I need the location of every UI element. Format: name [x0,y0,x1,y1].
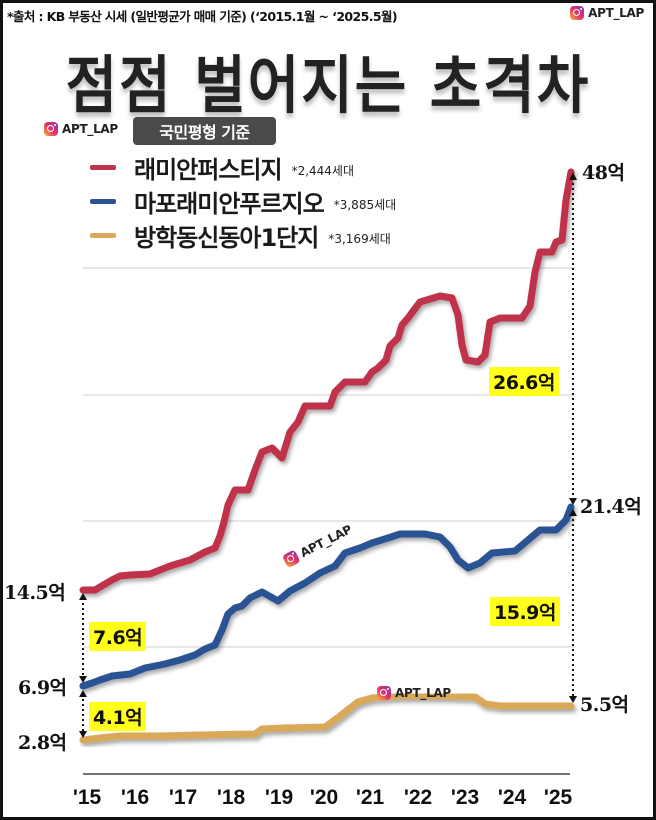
x-tick-label: '24 [497,786,527,809]
gap-label-start-bottom: 4.1억 [89,702,147,731]
page-title: 점점 벌어지는 초격차 [65,49,591,123]
gridlines [83,267,575,648]
legend-swatch-blue [90,198,116,204]
chart-legend: 래미안퍼스티지 *2,444세대 마포래미안푸르지오 *3,885세대 방학동신… [90,150,396,252]
x-tick-label: '17 [168,786,198,809]
brand-label: APT_LAP [395,686,451,700]
x-tick-label: '23 [450,786,480,809]
gap-label-end-bottom: 15.9억 [490,597,560,626]
legend-note: *3,885세대 [333,197,397,212]
legend-note: *2,444세대 [291,163,354,178]
end-value-red: 48억 [582,162,625,184]
brand-watermark-top: APT_LAP [570,6,644,20]
brand-label: APT_LAP [62,122,118,136]
x-tick-label: '21 [355,786,385,809]
brand-label: APT_LAP [588,6,644,20]
source-note: *출처 : KB 부동산 시세 (일반평균가 매매 기준) (‘2015.1월 … [7,9,398,24]
legend-label: 마포래미안푸르지오 [134,189,325,218]
end-value-blue: 21.4억 [580,496,642,518]
gap-label-start-top: 7.6억 [89,622,147,651]
instagram-icon [377,686,391,700]
legend-item-banghak-shindonga: 방학동신동아1단지 *3,169세대 [90,218,396,252]
x-axis-labels: '15 '16 '17 '18 '19 '20 '21 '22 '23 '24 … [0,786,656,816]
x-tick-label: '22 [403,786,433,809]
x-tick-label: '20 [309,786,339,809]
start-value-blue: 6.9억 [18,677,67,699]
end-arrowheads [569,172,577,703]
x-tick-label: '15 [72,786,102,809]
start-arrowheads [79,593,87,738]
x-tick-label: '19 [264,786,294,809]
legend-label: 방학동신동아1단지 [134,223,319,252]
instagram-icon [44,122,58,136]
series-line-banghak-shindonga [79,692,575,744]
gap-label-end-top: 26.6억 [489,367,559,396]
instagram-icon [570,6,585,20]
series-line-raemian-firstige [79,168,575,594]
x-tick-label: '25 [543,786,573,809]
legend-swatch-red [90,164,116,170]
basis-badge: 국민평형 기준 [133,117,276,145]
series-line-mapo-raemian-prugio [79,503,575,690]
start-value-yellow: 2.8억 [18,732,67,754]
brand-watermark-left: APT_LAP [44,122,118,136]
legend-label: 래미안퍼스티지 [134,155,283,184]
legend-item-raemian-firstige: 래미안퍼스티지 *2,444세대 [90,150,396,184]
legend-item-mapo-raemian-prugio: 마포래미안푸르지오 *3,885세대 [90,184,396,218]
brand-watermark-bottom: APT_LAP [377,686,451,700]
legend-note: *3,169세대 [328,231,391,246]
legend-swatch-yellow [90,232,116,238]
x-tick-label: '16 [120,786,150,809]
x-tick-label: '18 [216,786,246,809]
start-value-red: 14.5억 [4,582,66,604]
end-value-yellow: 5.5억 [580,694,629,716]
